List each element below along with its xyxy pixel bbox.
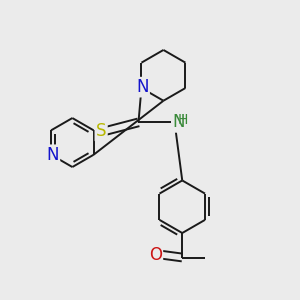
Text: N: N (173, 113, 185, 131)
Text: O: O (149, 245, 162, 263)
Text: N: N (46, 146, 59, 164)
Text: N: N (136, 78, 148, 96)
Text: S: S (96, 122, 106, 140)
Text: H: H (178, 113, 188, 127)
